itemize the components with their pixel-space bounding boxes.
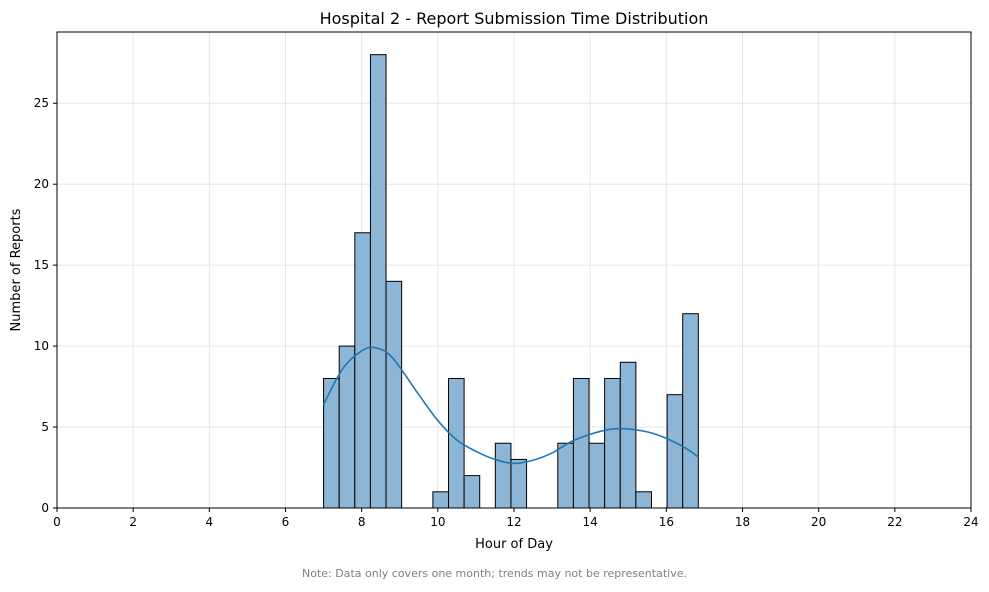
x-tick-label: 14 <box>583 515 598 529</box>
histogram-bar <box>463 475 481 509</box>
y-tick-label: 10 <box>34 339 49 353</box>
kde-curve <box>322 346 699 465</box>
y-tick-label: 20 <box>34 177 49 191</box>
histogram-bar <box>588 442 606 509</box>
histogram-bar <box>619 361 637 509</box>
x-tick-label: 22 <box>887 515 902 529</box>
histogram-bar <box>354 232 371 509</box>
x-tick-label: 6 <box>282 515 290 529</box>
histogram-bar <box>666 394 684 509</box>
x-tick-label: 10 <box>430 515 445 529</box>
histogram-bar <box>323 377 340 509</box>
histogram-bar <box>635 491 652 509</box>
x-tick-label: 16 <box>659 515 674 529</box>
y-tick-label: 25 <box>34 96 49 110</box>
histogram-bar <box>432 491 449 509</box>
y-tick-label: 5 <box>41 420 49 434</box>
x-tick-label: 8 <box>358 515 366 529</box>
y-tick-label: 15 <box>34 258 49 272</box>
y-axis-label: Number of Reports <box>9 208 24 331</box>
histogram-bars <box>323 54 699 509</box>
histogram-bar <box>682 313 699 509</box>
x-tick-label: 2 <box>129 515 137 529</box>
footnote: Note: Data only covers one month; trends… <box>302 567 687 580</box>
x-tick-label: 24 <box>963 515 978 529</box>
histogram-bar <box>494 442 512 509</box>
x-tick-label: 18 <box>735 515 750 529</box>
histogram-bar <box>369 54 387 509</box>
y-tick-label: 0 <box>41 501 49 515</box>
x-axis-ticks: 0 2 4 6 8 10 12 14 16 18 20 22 24 <box>53 508 979 529</box>
x-tick-label: 0 <box>53 515 61 529</box>
x-tick-label: 12 <box>506 515 521 529</box>
x-tick-label: 20 <box>811 515 826 529</box>
x-axis-label: Hour of Day <box>475 537 553 552</box>
x-tick-label: 4 <box>206 515 214 529</box>
grid-lines <box>56 32 972 509</box>
histogram-bar <box>510 458 528 509</box>
histogram-bar <box>572 377 590 509</box>
histogram-bar <box>385 280 403 509</box>
histogram-bar <box>604 377 621 509</box>
chart-title: Hospital 2 - Report Submission Time Dist… <box>320 9 709 28</box>
histogram-bar <box>557 442 574 509</box>
y-axis-ticks: 0 5 10 15 20 25 <box>34 96 57 515</box>
